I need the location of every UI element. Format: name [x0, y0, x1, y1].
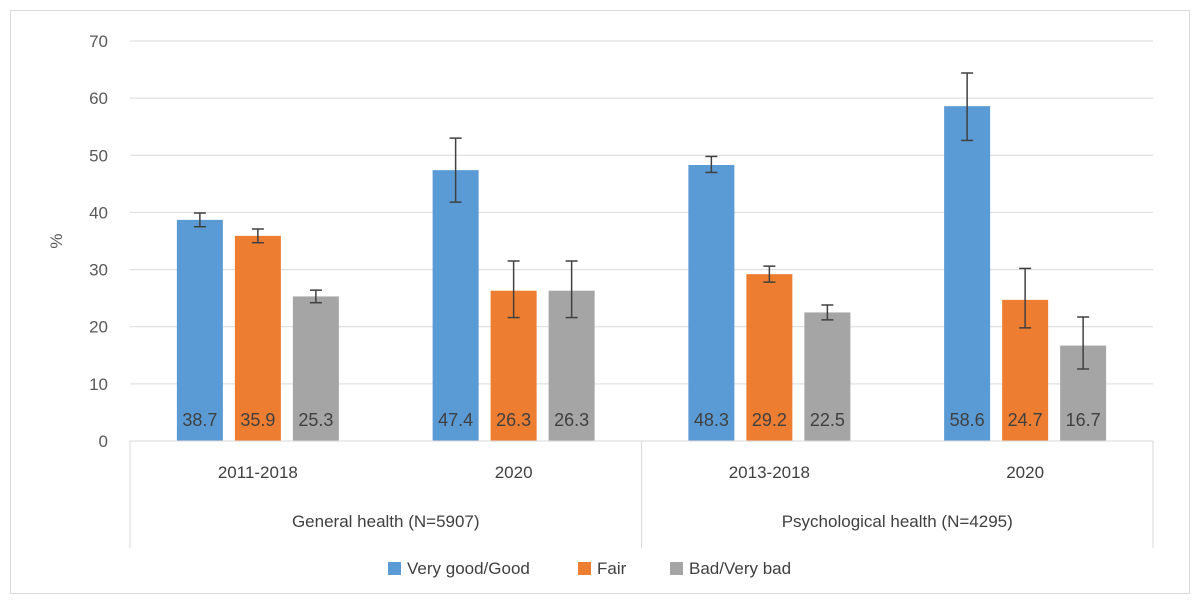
legend-label: Bad/Very bad: [689, 559, 791, 578]
y-tick-label: 30: [89, 261, 108, 280]
bar: [292, 296, 339, 441]
x-tick-label: 2011-2018: [218, 463, 298, 482]
data-label: 29.2: [752, 410, 787, 430]
x-group-label: General health (N=5907): [292, 512, 480, 531]
data-label: 35.9: [240, 410, 275, 430]
x-tick-label: 2020: [1006, 463, 1044, 482]
legend-label: Very good/Good: [407, 559, 530, 578]
y-axis: % 0 10 20 30 40 50 60 70: [47, 32, 108, 451]
data-label: 22.5: [810, 410, 845, 430]
legend-swatch: [578, 562, 591, 575]
y-tick-label: 20: [89, 318, 108, 337]
y-tick-label: 40: [89, 203, 108, 222]
data-label: 26.3: [554, 410, 589, 430]
legend-swatch: [388, 562, 401, 575]
y-tick-label: 0: [99, 432, 108, 451]
bar: [234, 235, 281, 441]
data-label: 26.3: [496, 410, 531, 430]
legend-swatch: [670, 562, 683, 575]
legend: Very good/Good Fair Bad/Very bad: [388, 559, 791, 578]
y-tick-label: 60: [89, 89, 108, 108]
y-tick-label: 50: [89, 146, 108, 165]
legend-label: Fair: [597, 559, 627, 578]
bar: [746, 274, 793, 441]
x-group-label: Psychological health (N=4295): [782, 512, 1013, 531]
data-label: 58.6: [950, 410, 985, 430]
data-label: 47.4: [438, 410, 473, 430]
bar: [944, 106, 991, 442]
data-label: 24.7: [1008, 410, 1043, 430]
bar: [432, 170, 479, 441]
data-label: 25.3: [298, 410, 333, 430]
data-labels: 38.7 47.4 48.3 58.6 35.9 26.3 29.2 24.7 25.3 26.3…: [182, 410, 1100, 430]
bar: [804, 312, 851, 441]
x-tick-label: 2013-2018: [729, 463, 810, 482]
y-axis-label: %: [47, 233, 66, 248]
data-label: 38.7: [182, 410, 217, 430]
bar: [176, 219, 223, 441]
bars: [176, 106, 1107, 442]
data-label: 48.3: [694, 410, 729, 430]
gridlines: [130, 40, 1153, 385]
y-tick-label: 70: [89, 32, 108, 51]
error-bars: [193, 72, 1090, 370]
x-axis: 2011-2018 2020 General health (N=5907) 2013…: [129, 440, 1154, 548]
data-label: 16.7: [1066, 410, 1101, 430]
x-tick-label: 2020: [495, 463, 533, 482]
y-tick-label: 10: [89, 375, 108, 394]
bar: [688, 165, 735, 441]
